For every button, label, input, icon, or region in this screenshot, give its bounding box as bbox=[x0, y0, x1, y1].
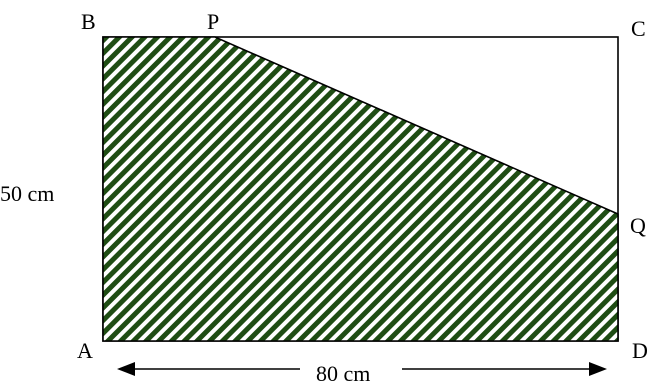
side-ab-length-label: 50 cm bbox=[0, 181, 54, 206]
vertex-label-q: Q bbox=[630, 213, 646, 238]
left-arrowhead-icon bbox=[117, 362, 135, 376]
vertex-label-c: C bbox=[631, 16, 646, 41]
vertex-label-a: A bbox=[77, 338, 93, 363]
vertex-label-d: D bbox=[632, 338, 647, 363]
vertex-label-b: B bbox=[81, 9, 96, 34]
dimension-arrow-ad bbox=[117, 362, 607, 376]
vertex-label-p: P bbox=[207, 9, 219, 34]
right-arrowhead-icon bbox=[589, 362, 607, 376]
side-ad-length-label: 80 cm bbox=[316, 361, 370, 386]
shaded-region bbox=[102, 36, 619, 342]
